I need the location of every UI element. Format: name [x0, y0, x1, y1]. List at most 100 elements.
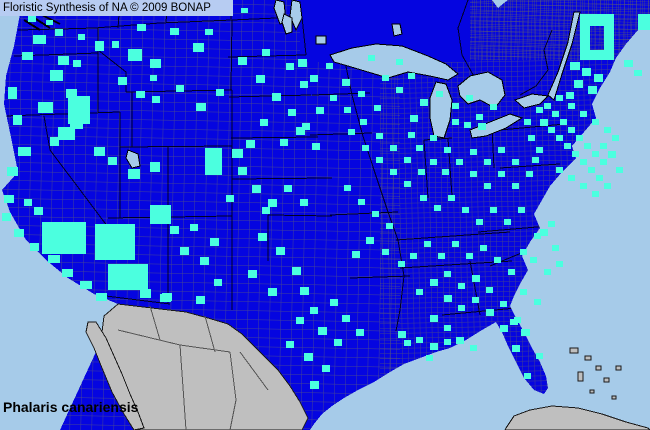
county-present [284, 185, 292, 192]
county-present [526, 171, 533, 177]
county-present [520, 289, 527, 295]
county-present [150, 59, 161, 68]
county-present [304, 353, 313, 361]
outside-coverage [85, 303, 650, 430]
county-present [540, 229, 548, 236]
state-borders [3, 0, 573, 332]
county-present [136, 91, 145, 98]
county-present [536, 107, 543, 113]
county-present [78, 34, 85, 40]
county-present [310, 381, 319, 389]
county-present [480, 245, 487, 251]
county-present [58, 127, 75, 140]
county-present [344, 185, 351, 191]
lake-manitoba [281, 13, 293, 35]
county-present [520, 249, 527, 255]
county-present [612, 135, 619, 141]
county-present [452, 103, 459, 109]
county-present [592, 151, 599, 157]
county-present [318, 327, 327, 335]
county-present [386, 223, 393, 229]
county-present [62, 269, 73, 277]
county-present [556, 135, 563, 141]
county-present [193, 43, 204, 52]
cuba [504, 405, 650, 430]
county-present [33, 35, 46, 44]
county-present [592, 119, 599, 125]
county-present [260, 119, 268, 126]
county-present [456, 337, 464, 344]
county-present [372, 211, 379, 217]
county-present [276, 247, 285, 255]
county-present [396, 87, 403, 93]
county-present [128, 49, 142, 61]
county-present [458, 305, 465, 311]
county-present [96, 293, 107, 301]
county-present [624, 60, 633, 67]
county-present [616, 167, 623, 173]
county-present [444, 325, 451, 331]
county-present [462, 207, 469, 213]
county-present [416, 289, 423, 295]
county-present [512, 183, 519, 189]
county-present [418, 169, 425, 175]
county-present [494, 257, 501, 263]
county-present [568, 175, 575, 181]
james-bay [492, 0, 508, 8]
county-present [80, 281, 92, 289]
county-present [358, 91, 365, 97]
lake-superior [329, 43, 459, 81]
county-present [532, 157, 539, 163]
bahamas [569, 347, 622, 400]
county-present [484, 183, 491, 189]
county-present [140, 289, 151, 298]
county-present [556, 261, 563, 267]
county-present [246, 140, 255, 148]
st-lawrence-river [547, 11, 581, 101]
county-present [580, 26, 590, 50]
county-present [580, 14, 614, 26]
county-present [34, 207, 43, 215]
county-present [310, 307, 318, 314]
county-present [580, 183, 587, 189]
county-present [518, 207, 525, 213]
county-present [486, 287, 493, 293]
baja-california [85, 321, 145, 430]
county-present [95, 224, 135, 260]
county-present [552, 245, 559, 251]
county-present [604, 183, 611, 189]
county-present [150, 75, 157, 81]
county-present [470, 149, 477, 155]
lake-ontario [514, 93, 550, 109]
county-present [376, 157, 383, 163]
county-present [568, 127, 575, 133]
county-present [604, 26, 614, 50]
county-present [472, 297, 479, 303]
county-present [73, 60, 81, 67]
county-present [498, 171, 505, 177]
county-present [634, 70, 642, 76]
county-present [330, 95, 337, 101]
county-present [444, 339, 451, 345]
county-present [521, 329, 530, 336]
county-present [464, 122, 471, 128]
county-present [296, 127, 305, 135]
county-present [46, 20, 53, 25]
county-present [256, 75, 265, 83]
county-present [268, 199, 277, 207]
county-present [342, 79, 350, 86]
county-present [430, 135, 437, 141]
county-present [556, 95, 563, 101]
county-present [334, 339, 342, 346]
county-present [438, 253, 445, 259]
county-present [576, 135, 583, 141]
county-present [484, 159, 491, 165]
county-present [358, 199, 365, 205]
county-present [486, 309, 494, 316]
county-present [424, 241, 431, 247]
county-present [196, 296, 205, 304]
county-present [580, 159, 587, 165]
county-present [466, 253, 473, 259]
county-present [572, 151, 579, 157]
county-present [580, 111, 587, 117]
